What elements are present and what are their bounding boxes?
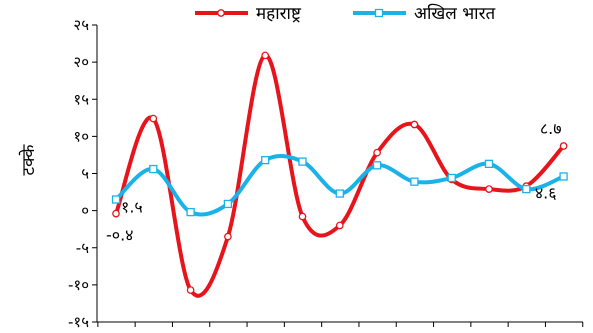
data-point [186, 286, 195, 294]
y-axis-label: टक्के [18, 144, 39, 176]
data-point [485, 185, 493, 193]
data-point [149, 164, 158, 174]
legend-marker [217, 9, 225, 17]
data-point [372, 161, 382, 170]
data-point [112, 209, 120, 218]
legend-entry: अखिल भारत [353, 3, 496, 24]
series-line [114, 154, 566, 217]
data-point [522, 184, 531, 194]
data-point [261, 155, 270, 165]
data-point [149, 114, 158, 123]
x-axis [97, 321, 584, 327]
y-tick-label: १५ [73, 90, 89, 108]
series-all-india [111, 154, 568, 217]
data-point [559, 142, 568, 150]
data-point [298, 157, 307, 166]
data-point [335, 189, 344, 198]
y-tick-label: -१० [68, 276, 89, 294]
data-labels: -०.४ ८.७ १.५ ४.६ [106, 119, 562, 245]
legend-label: अखिल भारत [414, 3, 496, 24]
y-axis: २५ २० १५ १० ५ ० -५ -१० -१५ [68, 16, 98, 331]
data-point [410, 177, 419, 186]
data-point [335, 221, 344, 230]
data-point [261, 51, 270, 60]
legend-label: महाराष्ट्र [256, 4, 302, 24]
data-point [373, 148, 381, 157]
y-tick-label: २५ [73, 16, 89, 34]
y-tick-label: २० [73, 53, 89, 71]
series-maharashtra [112, 51, 568, 298]
y-tick-label: ० [81, 202, 89, 220]
y-tick-label: -५ [76, 239, 89, 257]
data-point [484, 159, 494, 168]
data-label-last: ८.७ [540, 119, 562, 138]
data-point [559, 172, 568, 181]
legend-entry: महाराष्ट्र [195, 4, 302, 24]
legend: महाराष्ट्र अखिल भारत [195, 3, 496, 24]
legend-marker [374, 8, 384, 18]
series-layer [111, 51, 568, 298]
data-point [298, 212, 307, 221]
data-point [111, 195, 121, 204]
y-tick-label: -१५ [68, 313, 89, 331]
data-point [410, 120, 419, 129]
y-tick-label: ५ [81, 165, 89, 183]
data-point [224, 232, 232, 241]
data-point [447, 173, 456, 183]
series-line [114, 53, 566, 298]
data-label-last: ४.६ [535, 183, 557, 202]
data-label-first: -०.४ [106, 226, 134, 245]
data-point [186, 207, 195, 217]
y-tick-label: १० [73, 127, 89, 145]
data-label-first: १.५ [121, 197, 143, 216]
data-point [223, 199, 233, 209]
